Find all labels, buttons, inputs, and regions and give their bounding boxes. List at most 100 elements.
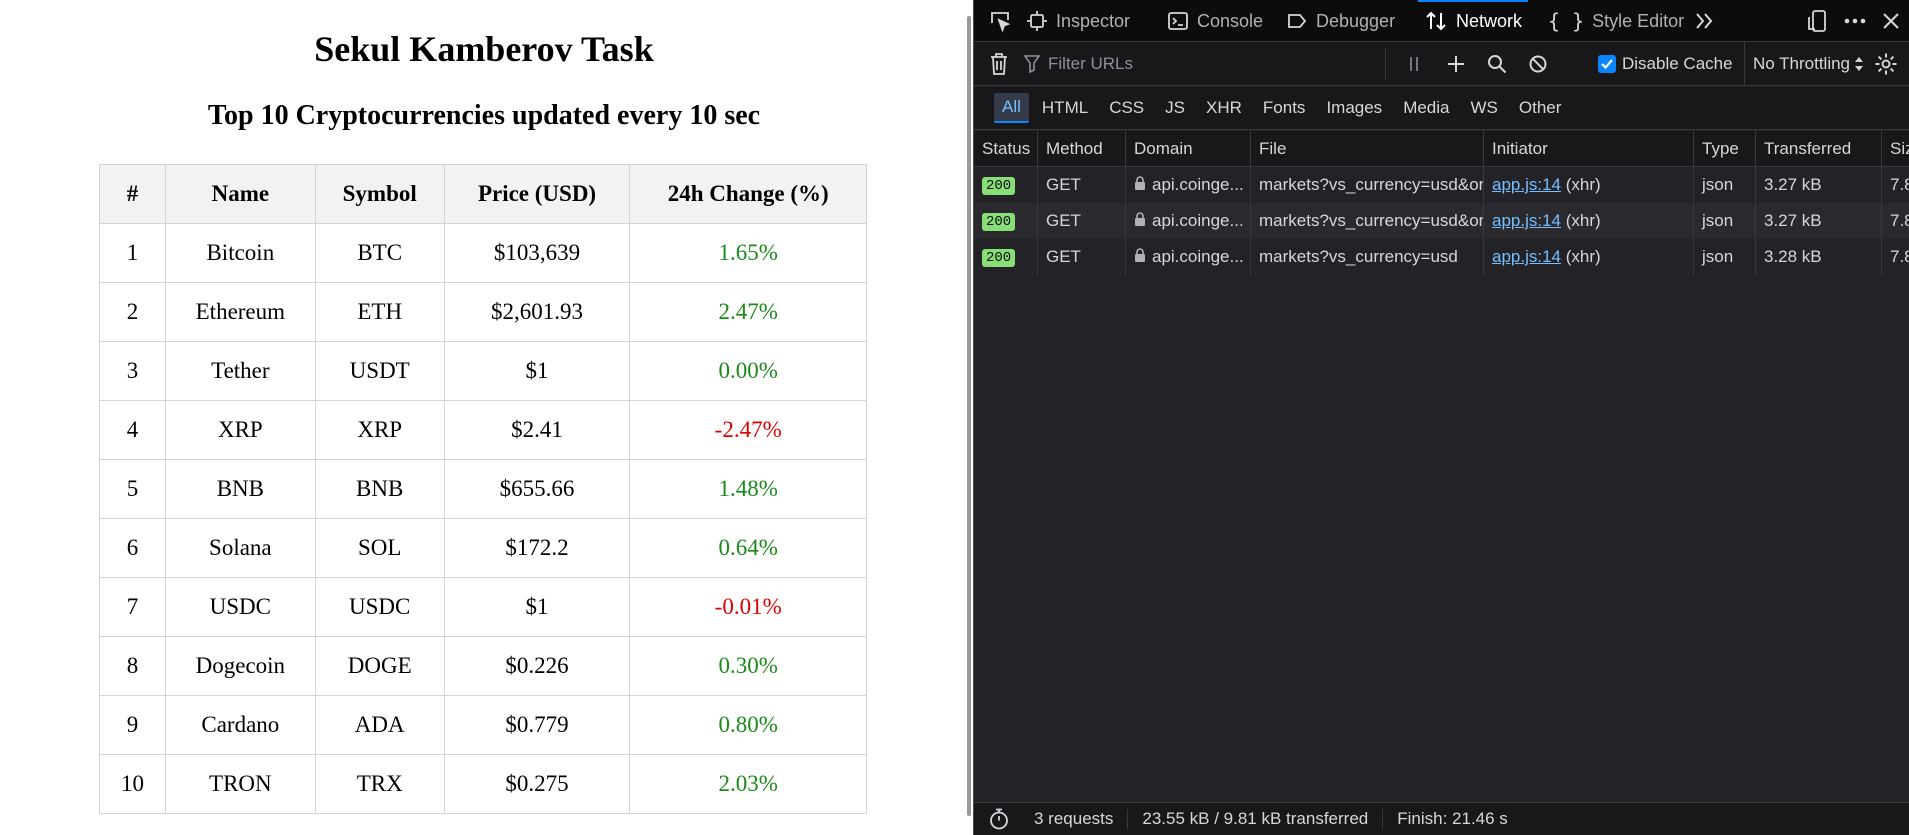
request-domain-cell: api.coinge... (1125, 167, 1250, 203)
filter-urls-field[interactable] (1024, 48, 1386, 80)
request-file-cell: markets?vs_currency=usd&ord (1250, 167, 1483, 203)
devtools-panel: Inspector Console Debugger Network { } S… (974, 0, 1909, 835)
element-picker-icon[interactable] (988, 0, 1012, 42)
price-cell: $0.779 (443, 695, 631, 755)
transfer-summary: 23.55 kB / 9.81 kB transferred (1128, 809, 1384, 829)
devtools-splitter[interactable] (973, 0, 974, 835)
price-cell: $2,601.93 (443, 282, 631, 342)
change-cell: 2.47% (629, 282, 867, 342)
request-row[interactable]: 200 GET api.coinge... markets?vs_currency=u… (974, 203, 1909, 239)
name-cell: Dogecoin (164, 636, 316, 696)
more-tools-chevron-icon[interactable] (1692, 0, 1716, 42)
column-status[interactable]: Status (982, 139, 1031, 158)
throttling-value: No Throttling (1753, 54, 1851, 73)
braces-icon: { } (1548, 9, 1585, 33)
request-row[interactable]: 200 GET api.coinge... markets?vs_currency=u… (974, 239, 1909, 275)
request-status-cell: 200 (974, 203, 1037, 239)
type-filter-fonts[interactable]: Fonts (1262, 98, 1306, 117)
request-type-cell: json (1693, 203, 1755, 239)
column-size[interactable]: Siz (1881, 131, 1909, 167)
column-initiator[interactable]: Initiator (1483, 131, 1693, 167)
table-row: 5 BNB BNB $655.66 1.48% (99, 459, 867, 519)
type-filter-css[interactable]: CSS (1109, 98, 1145, 117)
price-cell: $0.275 (443, 754, 631, 814)
tab-inspector-label: Inspector (1056, 10, 1131, 31)
tab-debugger-label: Debugger (1316, 10, 1396, 31)
add-request-blocking-plus-icon[interactable] (1440, 42, 1472, 86)
page-scrollbar[interactable] (964, 0, 974, 835)
tab-network[interactable]: Network (1417, 0, 1529, 42)
initiator-link[interactable]: app.js:14 (1492, 175, 1561, 194)
table-row: 9 Cardano ADA $0.779 0.80% (99, 695, 867, 755)
symbol-cell: BTC (314, 223, 445, 283)
block-requests-icon[interactable] (1522, 42, 1554, 86)
column-file[interactable]: File (1250, 131, 1483, 167)
change-cell: 0.00% (629, 341, 867, 401)
scrollbar-thumb[interactable] (967, 16, 971, 816)
column-transferred[interactable]: Transferred (1755, 131, 1881, 167)
type-filter-media[interactable]: Media (1403, 98, 1450, 117)
pause-icon[interactable] (1398, 42, 1430, 86)
type-filter-js[interactable]: JS (1165, 98, 1185, 117)
request-method-cell: GET (1037, 203, 1125, 239)
initiator-link[interactable]: app.js:14 (1492, 211, 1561, 230)
request-initiator-cell: app.js:14 (xhr) (1483, 167, 1693, 203)
initiator-link[interactable]: app.js:14 (1492, 247, 1561, 266)
symbol-cell: SOL (314, 518, 445, 578)
request-file-cell: markets?vs_currency=usd (1250, 239, 1483, 275)
column-type[interactable]: Type (1693, 131, 1755, 167)
filter-urls-input[interactable] (1048, 54, 1348, 74)
change-cell: -2.47% (629, 400, 867, 460)
name-cell: Bitcoin (164, 223, 316, 283)
table-row: 3 Tether USDT $1 0.00% (99, 341, 867, 401)
overflow-menu-icon[interactable] (1842, 0, 1868, 42)
rank-cell: 8 (99, 636, 166, 696)
type-filter-html[interactable]: HTML (1041, 98, 1089, 117)
symbol-cell: DOGE (314, 636, 445, 696)
name-cell: TRON (164, 754, 316, 814)
request-transferred-cell: 3.27 kB (1755, 167, 1881, 203)
rank-cell: 5 (99, 459, 166, 519)
tab-debugger[interactable]: Debugger (1286, 0, 1395, 42)
search-icon[interactable] (1481, 42, 1513, 86)
responsive-design-icon[interactable] (1806, 0, 1828, 42)
type-filter-xhr[interactable]: XHR (1206, 98, 1242, 117)
network-toolbar: Disable Cache No Throttling (974, 42, 1909, 86)
rank-cell: 9 (99, 695, 166, 755)
request-domain: api.coinge... (1152, 247, 1244, 266)
request-transferred-cell: 3.28 kB (1755, 239, 1881, 275)
request-row[interactable]: 200 GET api.coinge... markets?vs_currency=u… (974, 167, 1909, 203)
settings-gear-icon[interactable] (1869, 42, 1903, 86)
type-filter-ws[interactable]: WS (1470, 98, 1498, 117)
column-header-change: 24h Change (%) (629, 164, 867, 224)
type-filter-other[interactable]: Other (1518, 98, 1562, 117)
request-type-cell: json (1693, 167, 1755, 203)
name-cell: USDC (164, 577, 316, 637)
price-cell: $103,639 (443, 223, 631, 283)
type-filter-all[interactable]: All (994, 93, 1029, 123)
throttling-select[interactable]: No Throttling (1744, 42, 1864, 86)
request-file-cell: markets?vs_currency=usd&ord (1250, 203, 1483, 239)
tab-console[interactable]: Console (1167, 0, 1263, 42)
request-initiator-cell: app.js:14 (xhr) (1483, 203, 1693, 239)
initiator-cause: (xhr) (1565, 247, 1601, 266)
tab-inspector[interactable]: Inspector (1026, 0, 1130, 42)
request-method-cell: GET (1037, 167, 1125, 203)
price-cell: $2.41 (443, 400, 631, 460)
clear-trash-icon[interactable] (984, 42, 1014, 86)
tab-style-editor[interactable]: { } Style Editor (1548, 0, 1684, 42)
close-devtools-icon[interactable] (1880, 0, 1902, 42)
symbol-cell: ETH (314, 282, 445, 342)
column-method[interactable]: Method (1037, 131, 1125, 167)
type-filter-images[interactable]: Images (1326, 98, 1383, 117)
table-row: 1 Bitcoin BTC $103,639 1.65% (99, 223, 867, 283)
request-domain: api.coinge... (1152, 175, 1244, 194)
disable-cache-checkbox[interactable]: Disable Cache (1598, 42, 1733, 86)
table-row: 8 Dogecoin DOGE $0.226 0.30% (99, 636, 867, 696)
price-cell: $0.226 (443, 636, 631, 696)
table-row: 4 XRP XRP $2.41 -2.47% (99, 400, 867, 460)
symbol-cell: BNB (314, 459, 445, 519)
rank-cell: 7 (99, 577, 166, 637)
finish-time: Finish: 21.46 s (1397, 809, 1508, 828)
column-domain[interactable]: Domain (1125, 131, 1250, 167)
